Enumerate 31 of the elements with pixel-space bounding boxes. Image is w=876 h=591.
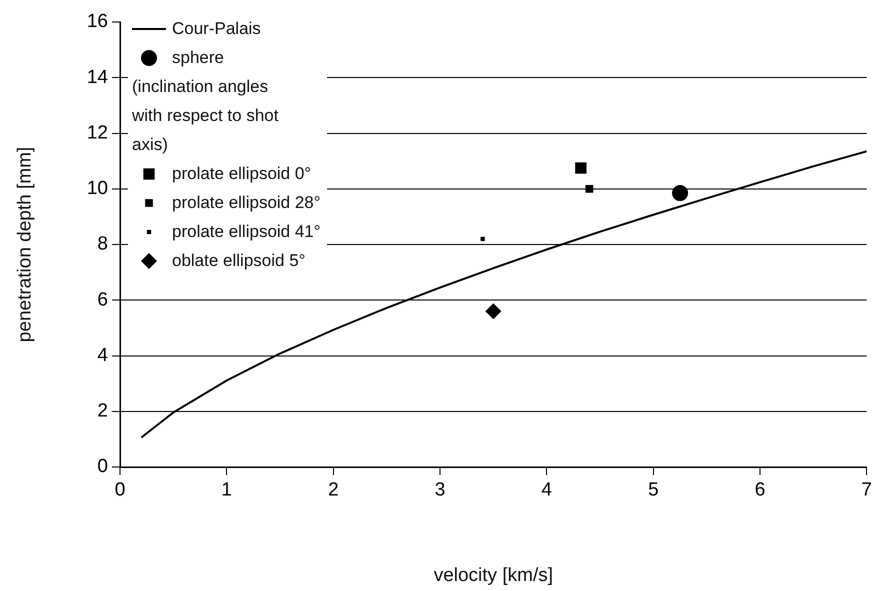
y-tick-label: 12 — [86, 122, 108, 144]
x-axis-title: velocity [km/s] — [434, 564, 554, 586]
legend-label: prolate ellipsoid 0° — [172, 163, 312, 185]
point — [575, 162, 586, 174]
annotation: (inclination angles with respect to shot axis) — [132, 76, 280, 156]
point — [672, 185, 688, 202]
point — [585, 184, 594, 193]
x-tick-label: 7 — [861, 480, 872, 501]
y-axis-title: penetration depth [mm] — [14, 146, 36, 342]
legend-label: oblate ellipsoid 5° — [172, 250, 306, 272]
legend-label: Cour-Palais — [172, 18, 261, 40]
legend-label: sphere — [172, 47, 224, 69]
legend-label: prolate ellipsoid 41° — [172, 221, 321, 243]
y-tick-label: 14 — [86, 66, 108, 88]
y-tick-label: 6 — [97, 289, 108, 310]
y-tick-label: 8 — [97, 234, 108, 255]
y-tick-label: 16 — [86, 11, 108, 32]
x-tick-label: 4 — [541, 480, 552, 501]
point — [485, 303, 502, 320]
y-tick-label: 10 — [86, 178, 108, 200]
y-tick-label: 4 — [97, 344, 108, 366]
x-tick-label: 5 — [648, 480, 659, 501]
y-tick-label: 2 — [97, 400, 108, 422]
point — [480, 236, 485, 242]
y-tick-label: 0 — [97, 456, 108, 478]
x-tick-label: 3 — [434, 480, 446, 501]
x-tick-label: 1 — [221, 480, 232, 501]
legend-label: prolate ellipsoid 28° — [172, 192, 321, 214]
x-tick-label: 0 — [114, 480, 126, 501]
x-tick-label: 2 — [328, 480, 339, 501]
x-tick-label: 6 — [754, 480, 766, 501]
